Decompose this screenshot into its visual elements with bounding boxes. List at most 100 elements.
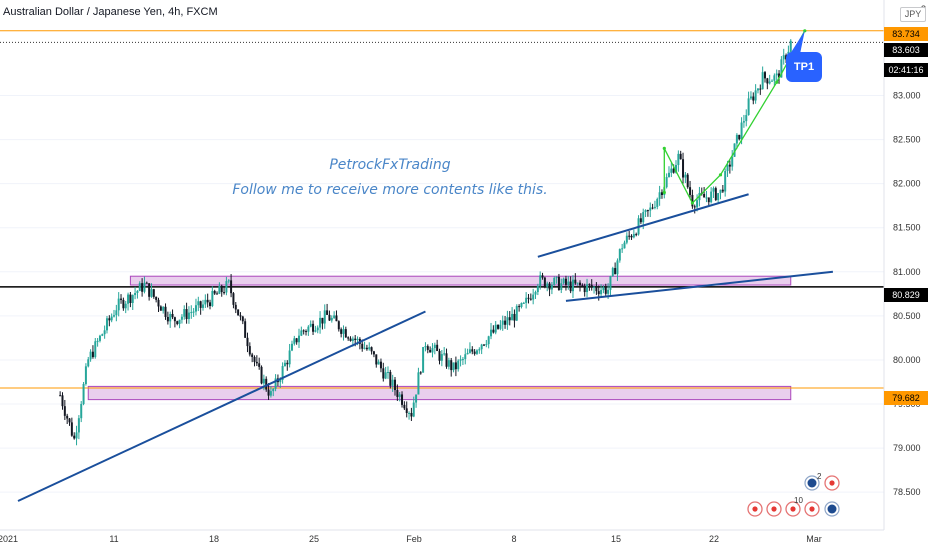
watermark-message: Follow me to receive more contents like … (232, 182, 548, 198)
price-tag-orange-top: 83.734 (884, 27, 928, 41)
candle-body (607, 289, 610, 294)
x-tick-label: 15 (611, 534, 621, 544)
candle-body (609, 275, 612, 290)
candle-body (632, 234, 635, 238)
candle-body (595, 287, 598, 292)
candle-body (710, 191, 713, 203)
candle-body (501, 320, 504, 325)
candle-body (712, 188, 715, 192)
candle-body (621, 248, 624, 250)
candle-body (253, 356, 256, 362)
candle-body (518, 306, 521, 308)
candle-body (731, 156, 734, 167)
candle-body (611, 268, 614, 276)
candle-body (553, 277, 556, 285)
price-tag-orange-bottom: 79.682 (884, 391, 928, 405)
candle-body (426, 346, 429, 350)
candle-body (386, 371, 389, 373)
candle-body (398, 394, 401, 397)
candle-body (459, 359, 462, 361)
candle-body (569, 281, 572, 292)
x-tick-label: 2021 (0, 534, 18, 544)
pattern-node (662, 146, 666, 150)
currency-label[interactable]: JPY (900, 7, 926, 22)
candle-body (464, 354, 467, 360)
y-tick-label: 81.000 (893, 267, 921, 277)
candle-body (466, 352, 469, 355)
candle-body (105, 318, 108, 331)
candle-body (562, 278, 565, 284)
event-flag-3-dot (771, 506, 777, 512)
candle-body (260, 366, 263, 384)
candle-body (194, 305, 197, 312)
candle-body (356, 338, 359, 340)
candle-body (110, 316, 113, 321)
candle-body (543, 277, 546, 288)
candle-body (579, 282, 581, 286)
candle-body (326, 310, 329, 315)
candle-body (298, 335, 300, 343)
candle-body (340, 329, 343, 334)
candle-body (761, 72, 764, 90)
candle-body (281, 366, 284, 380)
candle-body (375, 354, 378, 365)
candle-body (707, 197, 710, 203)
candle-body (447, 360, 450, 367)
candle-body (394, 379, 397, 391)
candle-body (89, 351, 92, 360)
price-axis: 83.000 82.500 82.000 81.500 81.000 80.500 80.0… (883, 0, 932, 550)
candle-body (155, 296, 158, 300)
candle-body (665, 177, 668, 188)
candle-body (321, 317, 324, 324)
candle-body (473, 351, 476, 354)
candle-body (120, 298, 123, 300)
candle-body (255, 361, 258, 364)
candle-body (656, 198, 659, 207)
candle-body (583, 285, 586, 293)
candle-body (600, 290, 603, 295)
candle-body (522, 302, 525, 304)
tp1-label[interactable]: TP1 (786, 52, 822, 82)
candle-body (635, 234, 638, 236)
candle-body (515, 306, 518, 321)
candle-body (134, 292, 137, 296)
candle-body (508, 317, 511, 321)
candle-body (492, 329, 495, 333)
candle-body (782, 55, 785, 60)
candle-body (471, 349, 474, 352)
candle-body (560, 283, 563, 291)
candle-body (597, 291, 600, 295)
candle-body (452, 362, 455, 371)
candle-body (660, 192, 663, 196)
candle-body (504, 320, 507, 325)
candle-body (87, 359, 90, 367)
x-tick-label: Mar (806, 534, 822, 544)
candle-body (286, 362, 289, 365)
candle-body (372, 351, 375, 355)
candle-body (183, 309, 186, 317)
pattern-node (775, 80, 779, 84)
candle-body (571, 279, 574, 292)
candle-body (780, 59, 783, 78)
candle-body (129, 294, 132, 303)
candle-body (497, 324, 500, 329)
candle-body (689, 187, 692, 195)
candle-body (693, 206, 696, 208)
candle-body (197, 301, 200, 306)
candle-body (403, 404, 406, 409)
candle-body (274, 378, 277, 389)
candle-body (564, 278, 567, 285)
pattern-polyline (663, 30, 806, 205)
candle-body (745, 115, 748, 122)
candle-body (96, 340, 99, 342)
event-flag-4-dot (790, 506, 796, 512)
candle-body (80, 404, 83, 419)
candle-body (593, 287, 596, 289)
candle-body (482, 344, 485, 346)
candle-body (649, 207, 652, 211)
candle-body (166, 316, 169, 322)
candle-body (180, 316, 183, 320)
candle-body (440, 354, 443, 361)
candle-body (742, 121, 745, 123)
